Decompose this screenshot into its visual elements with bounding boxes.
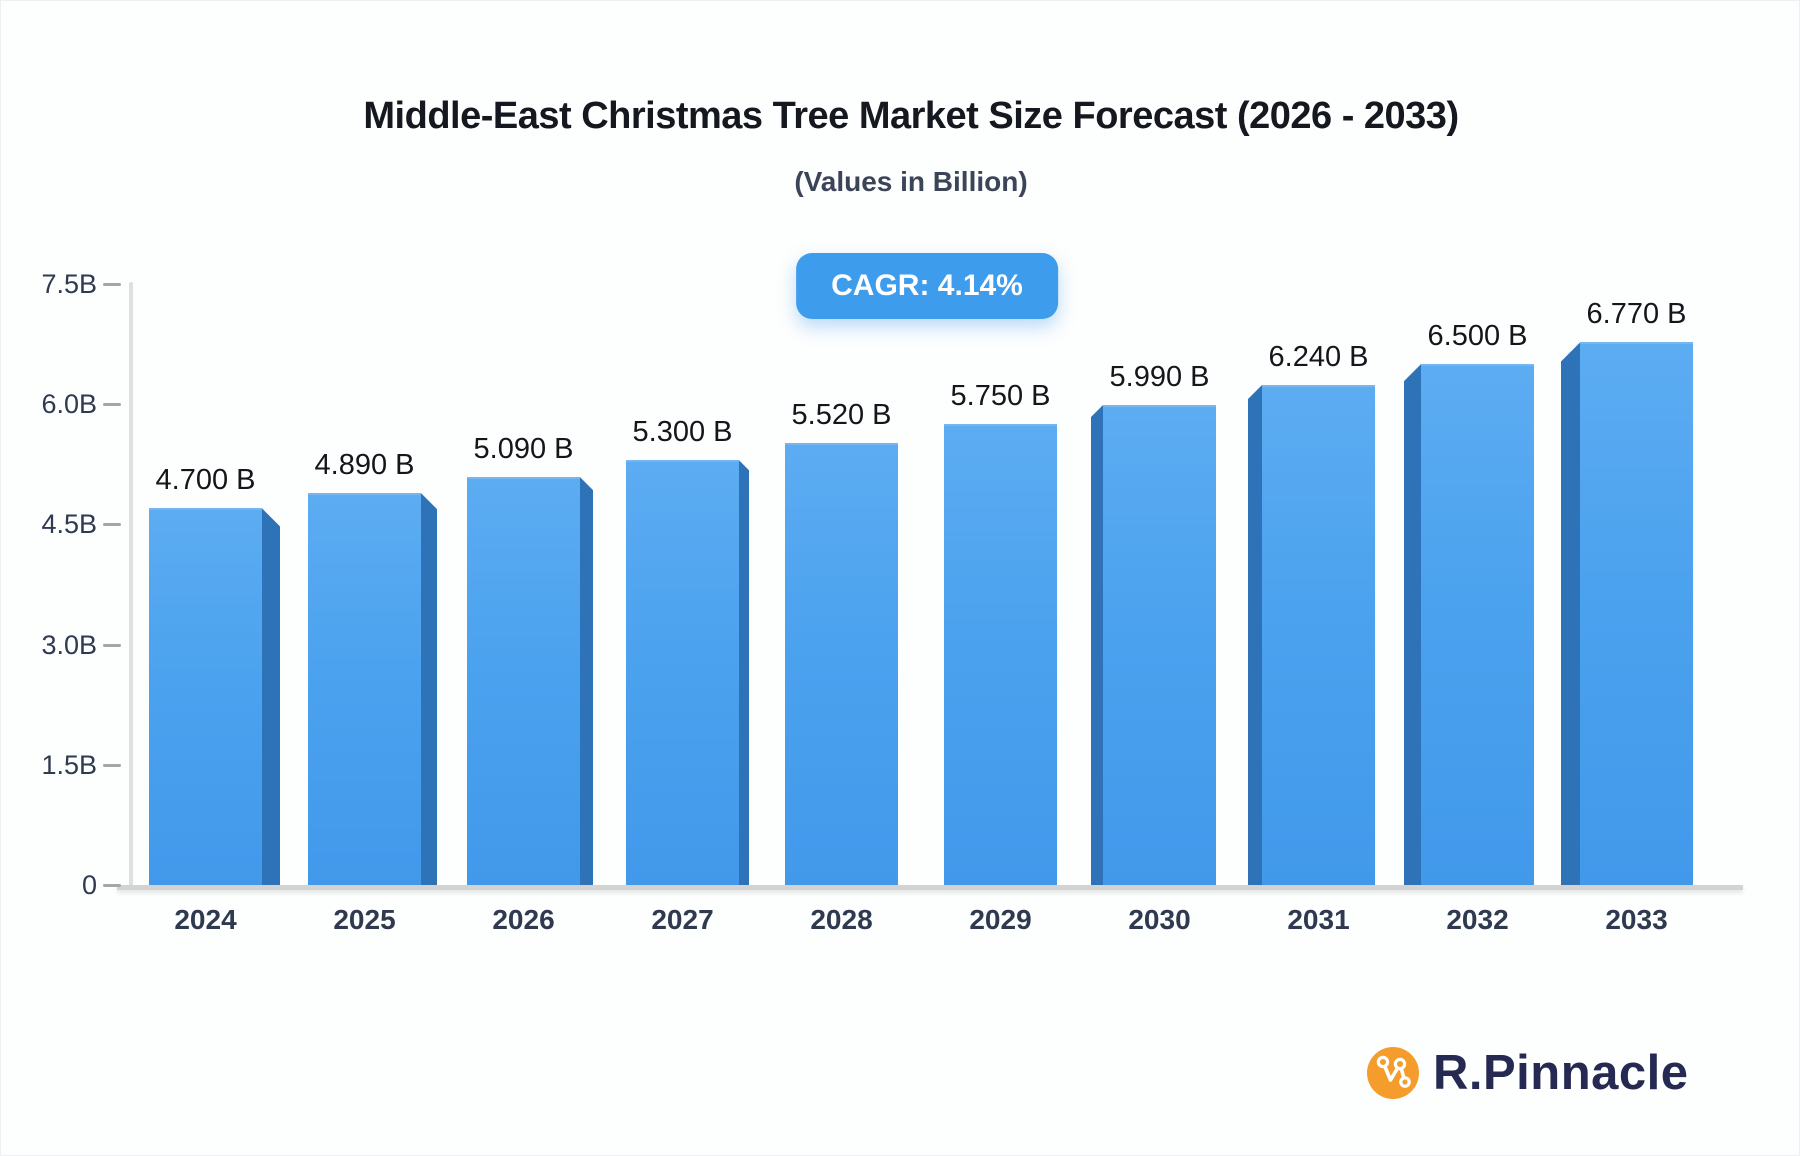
bar-2031 xyxy=(1262,384,1375,885)
x-axis-label-2033: 2033 xyxy=(1605,904,1668,935)
bar-2028 xyxy=(785,442,898,885)
y-axis-tick-4.5B xyxy=(103,523,121,527)
bar-2029 xyxy=(944,424,1057,885)
value-label-2030: 5.990 B xyxy=(1109,361,1210,393)
value-label-2028: 5.520 B xyxy=(791,398,892,431)
value-label-2027: 5.300 B xyxy=(632,416,733,449)
x-axis-label-2025: 2025 xyxy=(333,904,396,935)
value-label-2032: 6.500 B xyxy=(1427,320,1528,353)
y-axis-label-1.5B: 1.5B xyxy=(41,749,97,780)
y-axis-tick-7.5B xyxy=(103,283,121,286)
bar-side-2031 xyxy=(1248,384,1262,885)
chart-subtitle: (Values in Billion) xyxy=(794,166,1028,197)
value-label-2029: 5.750 B xyxy=(950,380,1051,413)
bar-side-2030 xyxy=(1091,405,1103,885)
y-axis-line xyxy=(129,282,133,887)
bar-side-2027 xyxy=(739,460,749,885)
bar-side-2032 xyxy=(1404,364,1421,885)
y-axis-label-4.5B: 4.5B xyxy=(41,509,97,540)
brand-logo: R.Pinnacle xyxy=(1367,1045,1689,1101)
bar-2025 xyxy=(308,493,421,885)
cagr-badge-label: CAGR: 4.14% xyxy=(831,269,1023,302)
bar-side-2033 xyxy=(1561,342,1580,885)
brand-network-icon xyxy=(1367,1047,1419,1099)
y-axis-tick-1.5B xyxy=(103,763,121,767)
x-axis-label-2027: 2027 xyxy=(651,904,714,935)
bar-2033 xyxy=(1580,342,1693,885)
bar-2024 xyxy=(149,508,262,885)
x-axis-label-2026: 2026 xyxy=(492,904,555,935)
value-label-2031: 6.240 B xyxy=(1268,340,1369,373)
x-axis-label-2029: 2029 xyxy=(969,904,1032,935)
x-axis-label-2028: 2028 xyxy=(810,904,873,935)
y-axis-label-6.0B: 6.0B xyxy=(41,389,97,420)
x-axis-label-2024: 2024 xyxy=(174,904,237,935)
brand-name: R.Pinnacle xyxy=(1433,1046,1689,1100)
bar-side-2026 xyxy=(580,477,593,885)
bar-2032 xyxy=(1421,364,1534,885)
value-label-2024: 4.700 B xyxy=(155,464,256,497)
bar-2030 xyxy=(1103,405,1216,885)
x-axis-label-2032: 2032 xyxy=(1446,904,1509,935)
y-axis-label-3.0B: 3.0B xyxy=(41,629,97,660)
y-axis-label-0: 0 xyxy=(81,870,97,900)
y-axis-tick-6.0B xyxy=(103,403,121,407)
bar-side-2024 xyxy=(262,508,280,885)
value-label-2025: 4.890 B xyxy=(314,449,415,482)
y-axis-tick-0 xyxy=(103,884,121,887)
x-axis-label-2031: 2031 xyxy=(1287,904,1350,935)
cagr-badge: CAGR: 4.14% xyxy=(796,253,1058,319)
value-label-2033: 6.770 B xyxy=(1586,298,1687,331)
x-axis-label-2030: 2030 xyxy=(1128,904,1191,935)
y-axis-label-7.5B: 7.5B xyxy=(41,269,97,299)
bar-side-2025 xyxy=(421,493,437,885)
bar-2026 xyxy=(467,477,580,885)
bar-2027 xyxy=(626,460,739,885)
y-axis-tick-3.0B xyxy=(103,643,121,647)
chart-title: Middle-East Christmas Tree Market Size F… xyxy=(363,95,1459,137)
x-axis-baseline xyxy=(117,885,1743,890)
value-label-2026: 5.090 B xyxy=(473,433,574,466)
